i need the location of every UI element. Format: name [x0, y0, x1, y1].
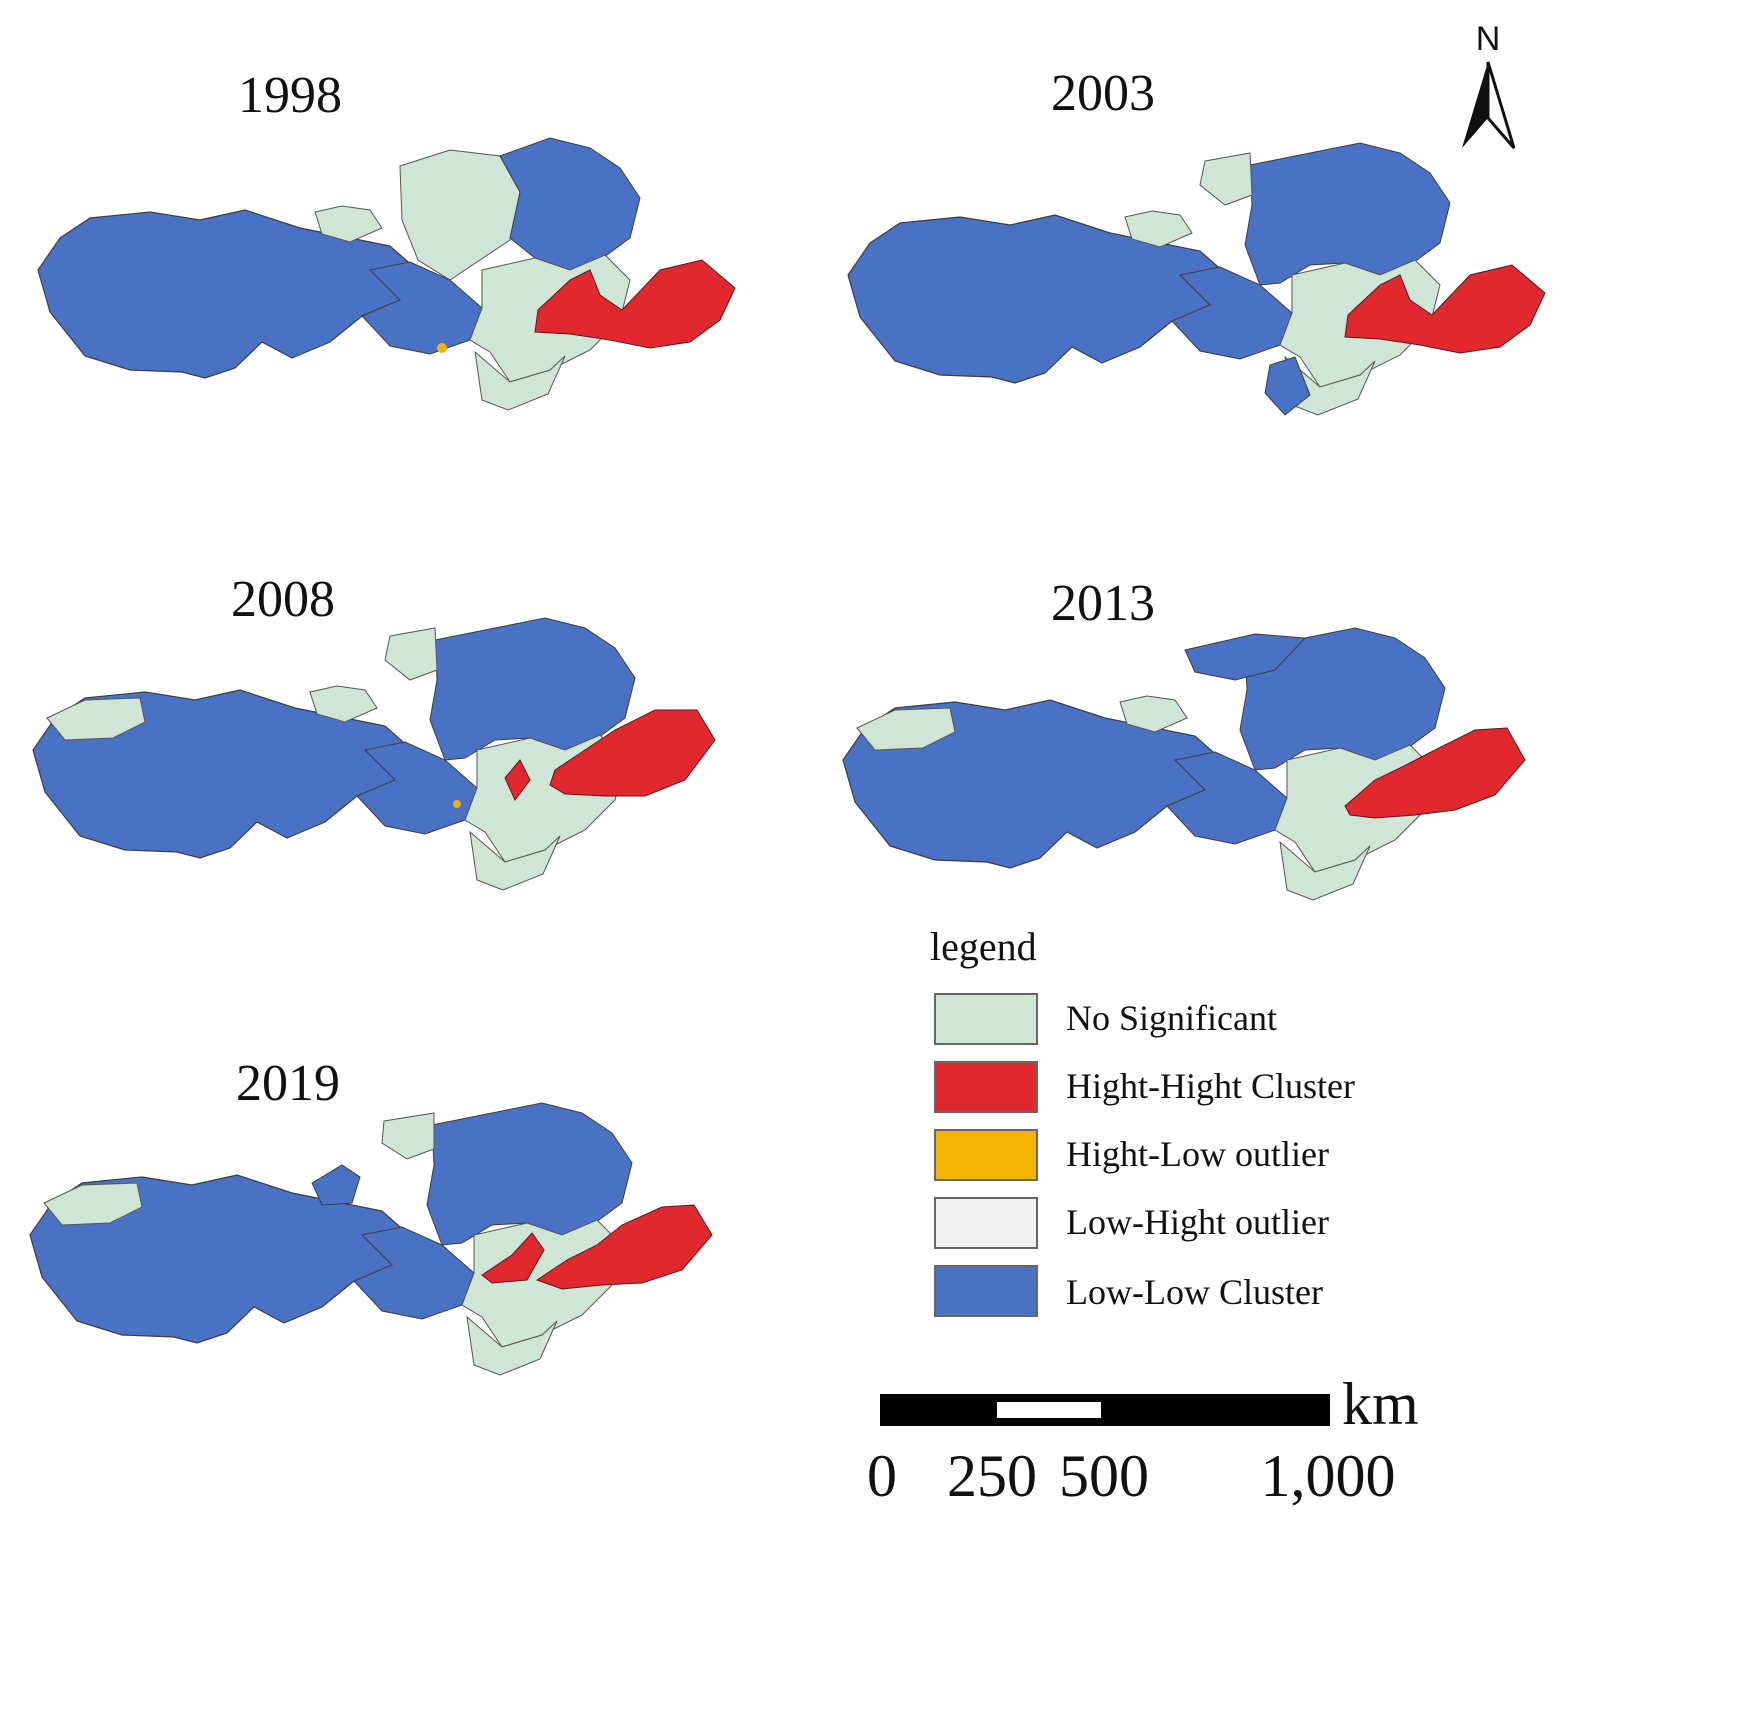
scale-tick-1000: 1,000 — [1261, 1443, 1396, 1509]
legend-swatch-no-significant — [934, 993, 1038, 1045]
map-panel-2013 — [842, 627, 1526, 901]
legend-title: legend — [930, 924, 1037, 969]
map-panel-2019 — [29, 1102, 713, 1376]
scale-tick-250: 250 — [947, 1443, 1037, 1509]
legend-label-hight-hight: Hight-Hight Cluster — [1066, 1066, 1355, 1106]
map-panel-2008 — [32, 617, 716, 891]
north-arrow-right-half — [1486, 61, 1516, 149]
hight-low-outlier-mark — [437, 343, 447, 353]
hight-low-outlier-mark — [453, 800, 461, 808]
year-label-2019: 2019 — [236, 1055, 340, 1112]
scale-bar-body — [880, 1394, 1330, 1426]
scale-unit: km — [1342, 1371, 1419, 1437]
scale-tick-500: 500 — [1059, 1443, 1149, 1509]
north-label: N — [1476, 20, 1501, 58]
legend-swatch-hight-low — [934, 1129, 1038, 1181]
north-arrow: N — [1462, 20, 1516, 149]
map-panel-2003 — [847, 142, 1546, 416]
map-panel-1998 — [37, 137, 736, 411]
legend-label-no-significant: No Significant — [1066, 998, 1277, 1038]
legend-label-hight-low: Hight-Low outlier — [1066, 1134, 1329, 1174]
legend-label-low-low: Low-Low Cluster — [1066, 1272, 1323, 1312]
year-label-2013: 2013 — [1051, 575, 1155, 632]
legend: legend No Significant Hight-Hight Cluste… — [930, 924, 1355, 1317]
year-label-2003: 2003 — [1051, 65, 1155, 122]
year-label-2008: 2008 — [231, 571, 335, 628]
north-arrow-left-half — [1462, 62, 1488, 148]
legend-label-low-hight: Low-Hight outlier — [1066, 1202, 1329, 1242]
scale-bar: km 0 250 500 1,000 — [867, 1371, 1419, 1509]
scale-tick-0: 0 — [867, 1443, 897, 1509]
legend-swatch-hight-hight — [934, 1061, 1038, 1113]
year-label-1998: 1998 — [238, 67, 342, 124]
legend-swatch-low-hight — [934, 1197, 1038, 1249]
scale-bar-segment — [997, 1402, 1101, 1418]
legend-swatch-low-low — [934, 1265, 1038, 1317]
